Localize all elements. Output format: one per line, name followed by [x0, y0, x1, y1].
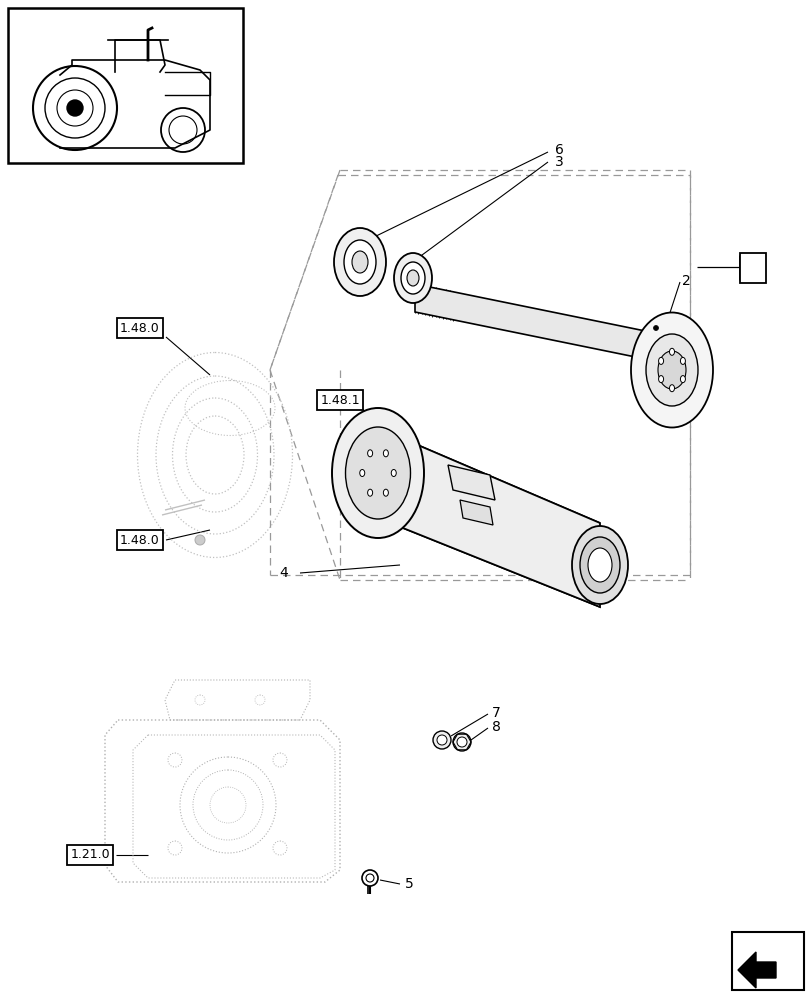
Circle shape: [432, 731, 450, 749]
Circle shape: [457, 737, 466, 747]
Polygon shape: [737, 952, 775, 988]
Ellipse shape: [367, 489, 372, 496]
Bar: [739, 253, 765, 283]
Ellipse shape: [646, 334, 697, 406]
Ellipse shape: [571, 526, 627, 604]
Ellipse shape: [669, 348, 674, 355]
Bar: [8, 8, 242, 163]
Ellipse shape: [630, 312, 712, 428]
Ellipse shape: [383, 489, 388, 496]
Text: 1.48.1: 1.48.1: [320, 393, 359, 406]
Polygon shape: [414, 284, 659, 362]
Polygon shape: [460, 500, 492, 525]
Circle shape: [653, 326, 658, 330]
Text: 1: 1: [745, 261, 753, 274]
Text: 6: 6: [554, 143, 563, 157]
Circle shape: [436, 735, 446, 745]
Ellipse shape: [680, 376, 684, 383]
Text: 8: 8: [491, 720, 500, 734]
Bar: [731, 932, 803, 990]
Ellipse shape: [359, 470, 364, 477]
Circle shape: [195, 535, 204, 545]
Ellipse shape: [587, 548, 611, 582]
Ellipse shape: [657, 351, 685, 389]
Ellipse shape: [333, 228, 385, 296]
Text: 1.21.0: 1.21.0: [70, 848, 109, 861]
Ellipse shape: [393, 253, 431, 303]
Ellipse shape: [658, 357, 663, 364]
Ellipse shape: [351, 251, 367, 273]
Polygon shape: [378, 428, 599, 607]
Text: 1.48.0: 1.48.0: [120, 534, 160, 546]
Text: 5: 5: [405, 877, 414, 891]
Ellipse shape: [680, 357, 684, 364]
Ellipse shape: [383, 450, 388, 457]
Text: 2: 2: [681, 274, 690, 288]
Circle shape: [453, 733, 470, 751]
Ellipse shape: [579, 537, 620, 593]
Ellipse shape: [669, 385, 674, 392]
Ellipse shape: [344, 240, 375, 284]
Ellipse shape: [401, 262, 424, 294]
Text: 3: 3: [554, 155, 563, 169]
Ellipse shape: [367, 450, 372, 457]
Ellipse shape: [345, 427, 410, 519]
Ellipse shape: [658, 376, 663, 383]
Text: 1: 1: [752, 261, 760, 274]
Polygon shape: [448, 465, 495, 500]
Ellipse shape: [406, 270, 418, 286]
Circle shape: [67, 100, 83, 116]
Ellipse shape: [391, 470, 396, 477]
Text: 4: 4: [279, 566, 288, 580]
Text: 1.48.0: 1.48.0: [120, 322, 160, 334]
Ellipse shape: [332, 408, 423, 538]
Text: 7: 7: [491, 706, 500, 720]
